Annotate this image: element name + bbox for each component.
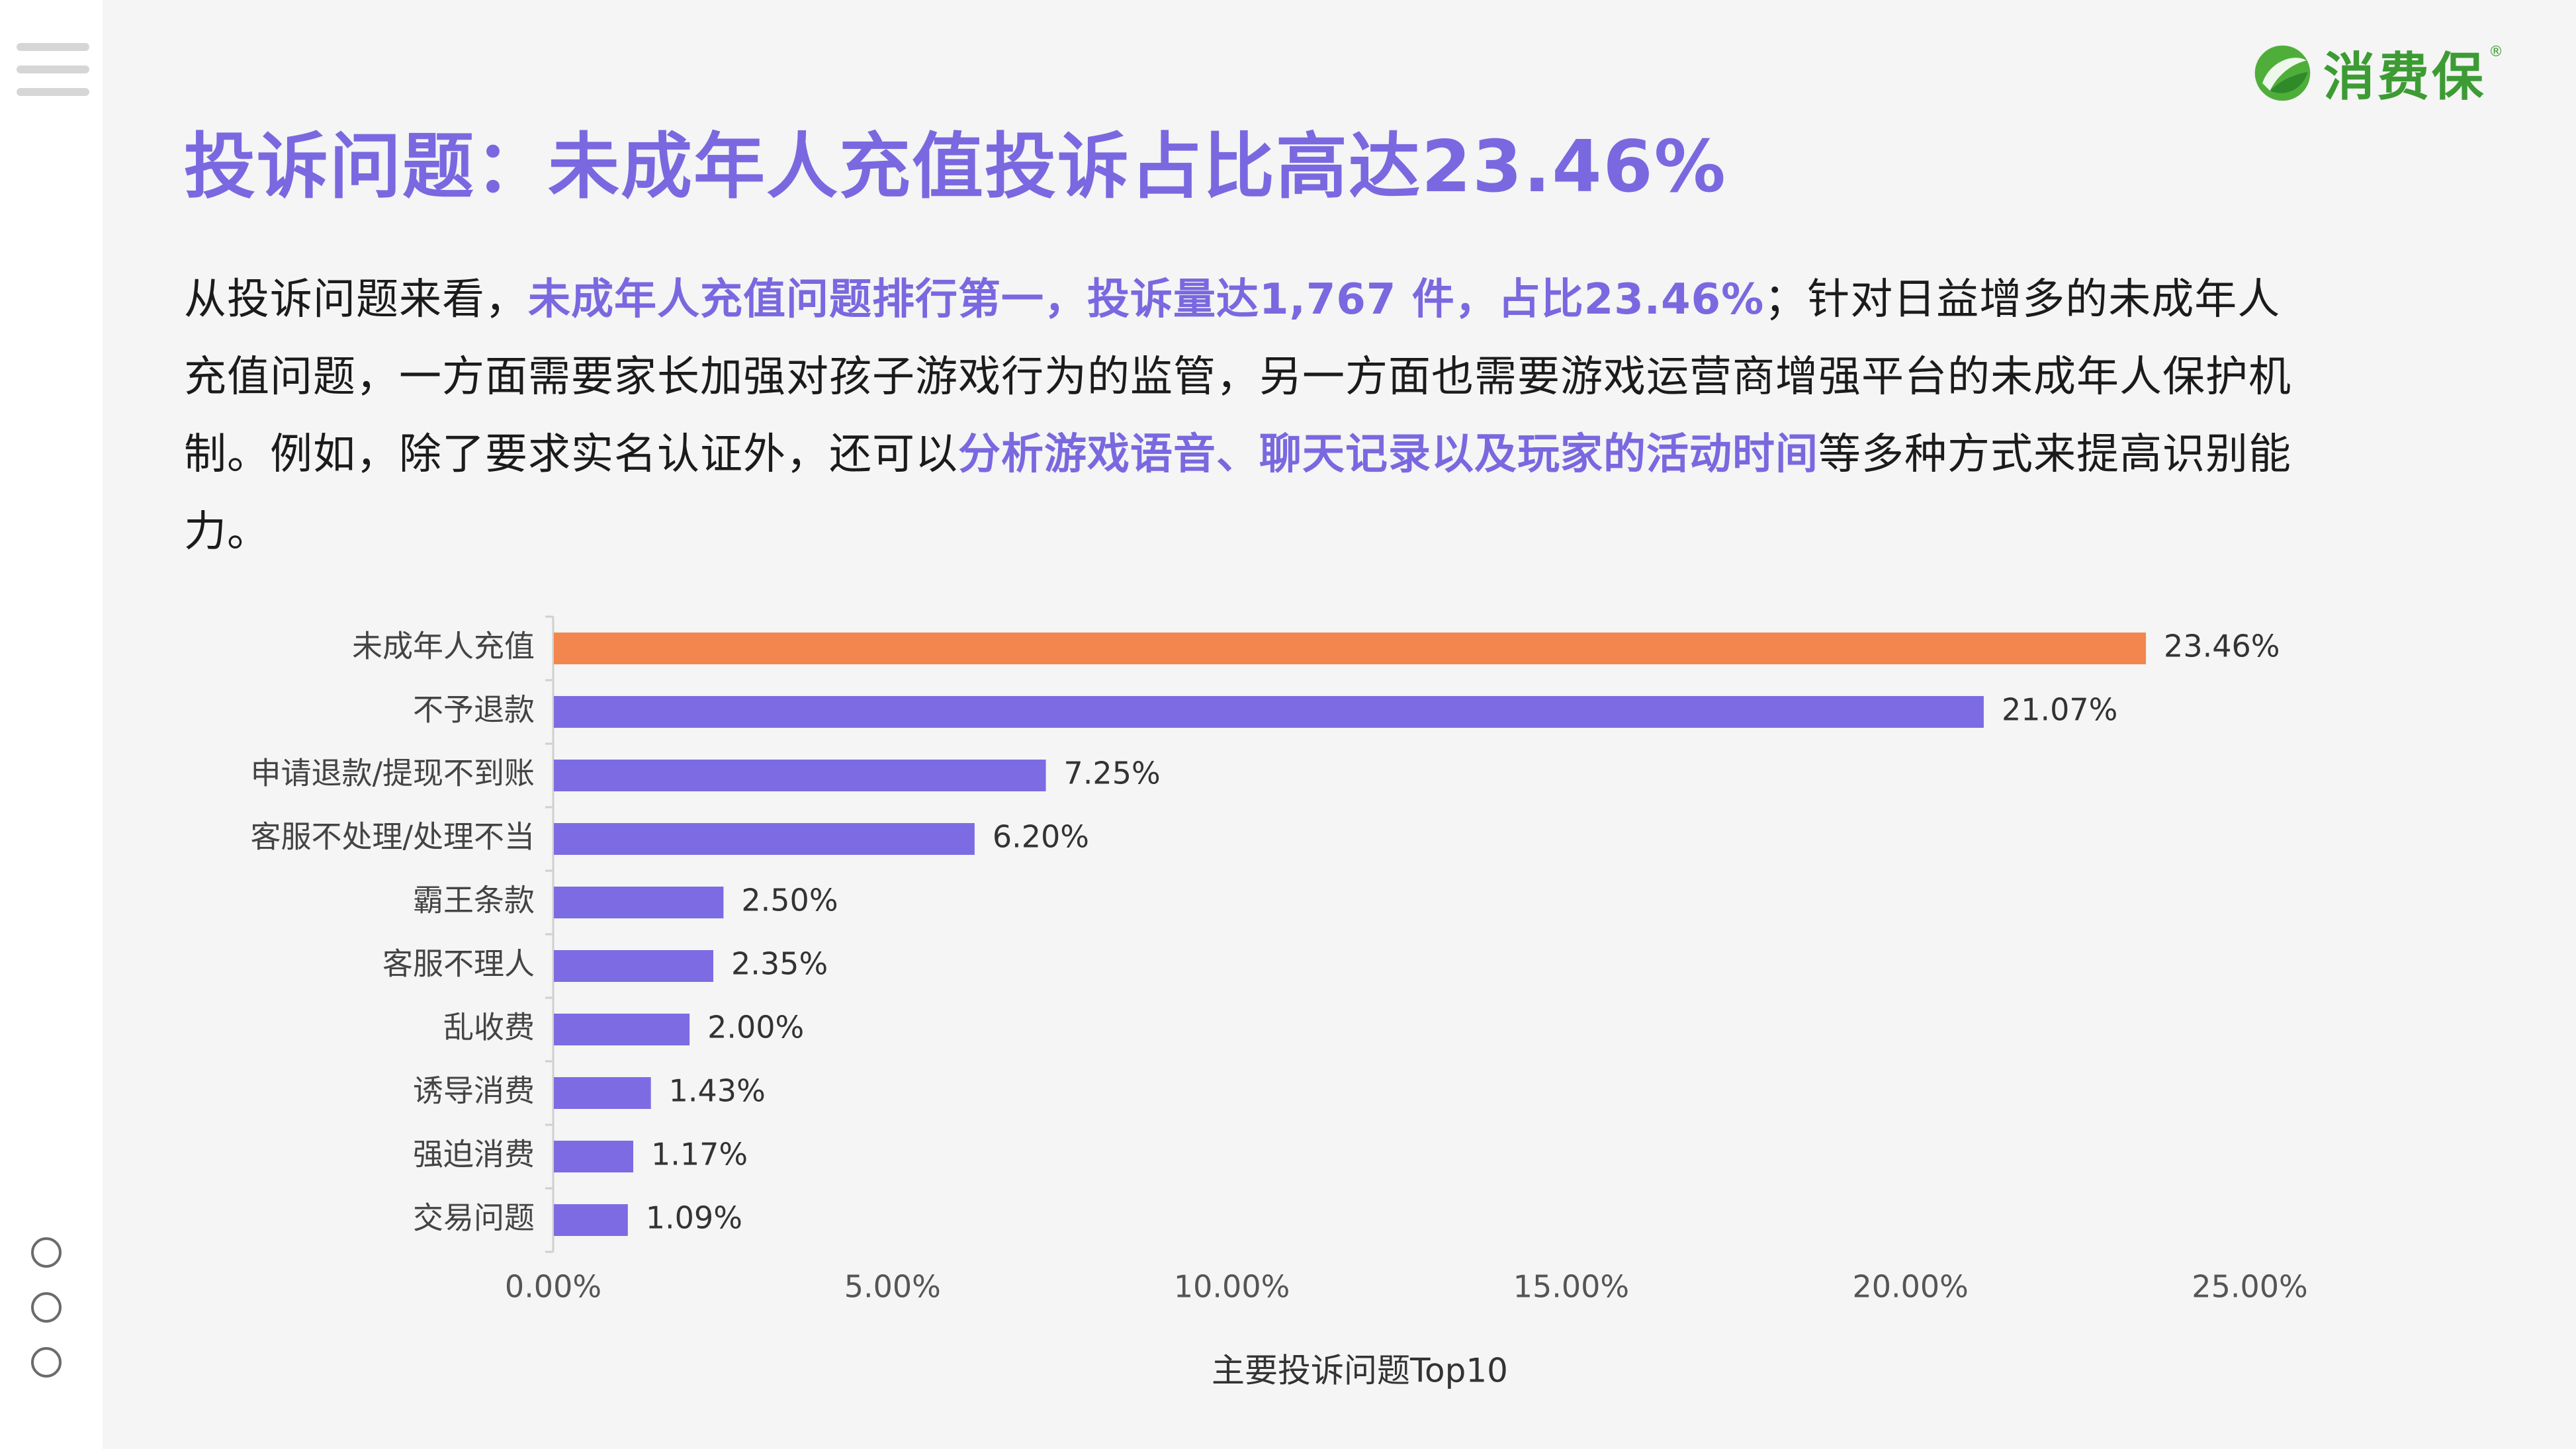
leaf-icon	[2254, 45, 2311, 101]
bar	[554, 696, 1984, 728]
category-label: 霸王条款	[413, 883, 535, 918]
x-tick-label: 5.00%	[844, 1269, 941, 1305]
brand-logo: 消费保 ®	[2251, 40, 2503, 107]
paragraph-text: ；针对日益增多的未成年人充值问题，一方面需要家长加强对孩子游戏行为的监管，另一方…	[184, 275, 2291, 479]
x-axis-title: 主要投诉问题Top10	[1212, 1352, 1508, 1390]
x-tick-label: 0.00%	[505, 1269, 601, 1305]
category-label: 客服不理人	[382, 946, 535, 982]
category-label: 强迫消费	[413, 1137, 535, 1172]
bar	[554, 633, 2147, 664]
bar	[554, 950, 714, 982]
x-tick-label: 10.00%	[1174, 1269, 1290, 1305]
bar-value-label: 2.35%	[731, 946, 828, 982]
bar	[554, 887, 724, 918]
bar	[554, 823, 975, 855]
brand-name: 消费保	[2323, 48, 2486, 107]
bar-value-label: 1.43%	[669, 1073, 766, 1109]
bar	[554, 1014, 690, 1045]
category-label: 诱导消费	[413, 1073, 535, 1109]
category-label: 不予退款	[413, 692, 535, 728]
registered-mark: ®	[2489, 44, 2503, 60]
paragraph-text: 从投诉问题来看，	[184, 275, 528, 324]
bar	[554, 760, 1046, 791]
bar	[554, 1077, 651, 1109]
page-title: 投诉问题：未成年人充值投诉占比高达23.46%	[184, 126, 1727, 208]
bar	[554, 1204, 628, 1236]
bar-value-label: 23.46%	[2164, 629, 2280, 664]
category-label: 交易问题	[413, 1200, 535, 1236]
x-tick-label: 25.00%	[2192, 1269, 2307, 1305]
menu-icon[interactable]	[17, 43, 89, 99]
bar-value-label: 6.20%	[993, 819, 1089, 855]
sidebar	[0, 0, 103, 1449]
paragraph-text: 等多种方式来提高识别能力。	[184, 430, 2291, 556]
category-label: 客服不处理/处理不当	[251, 819, 535, 855]
slide-nav-dot-2[interactable]	[31, 1292, 62, 1323]
slide-nav-dot-1[interactable]	[31, 1237, 62, 1268]
bar-value-label: 1.17%	[651, 1137, 748, 1172]
category-label: 乱收费	[443, 1010, 535, 1045]
x-tick-label: 15.00%	[1513, 1269, 1629, 1305]
bar-value-label: 2.00%	[707, 1010, 804, 1045]
x-tick-label: 20.00%	[1852, 1269, 1968, 1305]
category-label: 未成年人充值	[352, 629, 535, 664]
paragraph-highlight: 未成年人充值问题排行第一，投诉量达1,767 件，占比23.46%	[528, 275, 1765, 324]
bar-value-label: 1.09%	[646, 1200, 742, 1236]
bar	[554, 1141, 633, 1172]
bar-value-label: 7.25%	[1064, 756, 1161, 791]
slide-nav-dot-3[interactable]	[31, 1347, 62, 1378]
category-label: 申请退款/提现不到账	[251, 756, 535, 791]
bar-value-label: 21.07%	[2002, 692, 2117, 728]
paragraph-highlight: 分析游戏语音、聊天记录以及玩家的活动时间	[958, 430, 1818, 479]
bar-value-label: 2.50%	[741, 883, 838, 918]
summary-paragraph: 从投诉问题来看，未成年人充值问题排行第一，投诉量达1,767 件，占比23.46…	[184, 261, 2315, 571]
